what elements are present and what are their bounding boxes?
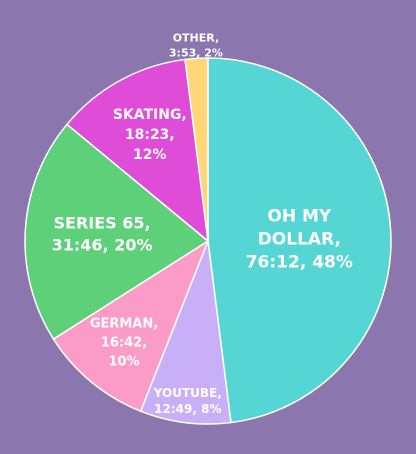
pie-slice-german — [52, 239, 210, 413]
pie-slice-other — [184, 57, 209, 242]
pie-slice-oh-my-dollar — [207, 57, 392, 424]
pie-label-youtube: YOUTUBE, 12:49, 8% — [153, 385, 222, 415]
pie-label-line: 76:12, 48% — [246, 252, 353, 272]
pie-label-line: OTHER, — [173, 32, 219, 45]
pie-label-line: SERIES 65, — [54, 213, 151, 232]
pie-label-other: OTHER, 3:53, 2% — [169, 32, 223, 60]
pie-slices — [24, 57, 392, 425]
pie-label-line: 12% — [133, 147, 167, 163]
pie-slice-skating — [65, 58, 209, 243]
pie-label-line: 18:23, — [125, 127, 175, 143]
pie-labels: OH MY DOLLAR, 76:12, 48% YOUTUBE, 12:49, 8% G… — [52, 32, 353, 416]
pie-label-line: GERMAN, — [90, 316, 158, 331]
pie-label-line: 3:53, 2% — [169, 47, 223, 60]
pie-slice-series-65 — [24, 123, 210, 341]
pie-label-line: 12:49, 8% — [154, 401, 221, 415]
pie-label-line: SKATING, — [113, 107, 187, 123]
pie-label-line: 10% — [108, 354, 139, 369]
pie-label-line: 16:42, — [101, 335, 147, 350]
pie-slice-youtube — [139, 240, 232, 425]
pie-label-line: YOUTUBE, — [153, 385, 222, 399]
pie-label-line: OH MY — [267, 206, 332, 226]
pie-label-line: 31:46, 20% — [52, 235, 153, 254]
pie-label-series-65: SERIES 65, 31:46, 20% — [52, 213, 153, 254]
pie-label-skating: SKATING, 18:23, 12% — [113, 107, 187, 163]
pie-label-oh-my-dollar: OH MY DOLLAR, 76:12, 48% — [246, 206, 353, 272]
pie-label-line: DOLLAR, — [258, 229, 341, 249]
pie-label-german: GERMAN, 16:42, 10% — [90, 316, 158, 369]
